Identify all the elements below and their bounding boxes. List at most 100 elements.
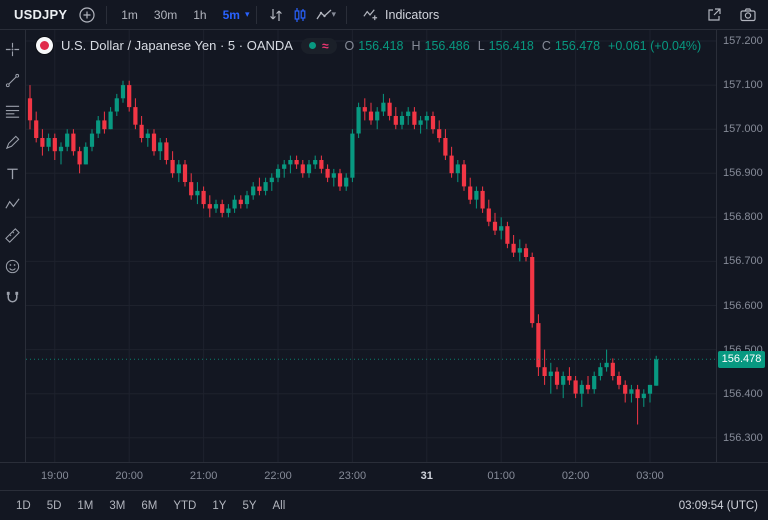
indicators-icon	[362, 5, 379, 25]
change-value: +0.061 (+0.04%)	[608, 38, 702, 53]
toolbar-divider	[106, 5, 108, 24]
bottom-toolbar: 1D 5D 1M 3M 6M YTD 1Y 5Y All 03:09:54 (UTC)	[0, 490, 768, 520]
price-axis-label: 156.800	[723, 211, 763, 224]
tool-measure[interactable]	[2, 224, 24, 246]
tool-pattern[interactable]	[2, 193, 24, 215]
open-value: 156.418	[358, 38, 404, 53]
pattern-icon	[4, 196, 21, 213]
measure-icon	[4, 227, 21, 244]
interval-30m[interactable]: 30m	[153, 7, 178, 22]
time-axis[interactable]: 19:00 20:00 21:00 22:00 23:00 31 01:00 02:00 03:…	[0, 462, 768, 490]
price-axis-label: 157.000	[723, 123, 763, 136]
range-all[interactable]: All	[272, 499, 286, 512]
fib-retracement-icon	[4, 103, 21, 120]
low-value: 156.418	[488, 38, 534, 53]
trend-line-icon	[4, 72, 21, 89]
price-axis[interactable]: 156.478 157.200 157.100 157.000 156.900 156.…	[716, 30, 768, 462]
drawing-toolbar	[0, 30, 26, 462]
chart-legend: U.S. Dollar / Japanese Yen · 5 · OANDA ≈…	[36, 37, 705, 54]
candles-icon	[291, 6, 309, 24]
indicators-label: Indicators	[385, 7, 440, 22]
range-6m[interactable]: 6M	[141, 499, 158, 512]
clock-utc[interactable]: 03:09:54 (UTC)	[678, 499, 758, 512]
range-group: 1D 5D 1M 3M 6M YTD 1Y 5Y All	[10, 497, 291, 515]
range-3m[interactable]: 3M	[109, 499, 126, 512]
low-label: L	[477, 38, 485, 53]
external-link-icon	[705, 6, 723, 24]
emoji-icon	[4, 258, 21, 275]
add-symbol-button[interactable]	[75, 3, 99, 27]
time-axis-label: 22:00	[264, 470, 292, 482]
tool-trend-line[interactable]	[2, 69, 24, 91]
time-axis-label: 23:00	[338, 470, 367, 482]
legend-title[interactable]: U.S. Dollar / Japanese Yen · 5 · OANDA	[61, 38, 293, 53]
chart-style-button[interactable]	[288, 3, 312, 27]
chevron-down-icon: ▾	[331, 9, 337, 19]
open-external-button[interactable]	[702, 3, 726, 27]
high-value: 156.486	[424, 38, 470, 53]
chevron-down-icon[interactable]: ▾	[244, 9, 250, 19]
open-label: O	[344, 38, 355, 53]
range-5y[interactable]: 5Y	[242, 499, 257, 512]
price-axis-label: 156.400	[723, 387, 763, 400]
camera-icon	[739, 6, 757, 24]
market-open-icon	[308, 42, 316, 49]
range-ytd[interactable]: YTD	[173, 499, 197, 512]
time-axis-label: 03:00	[636, 470, 664, 482]
candlestick-chart[interactable]	[26, 30, 716, 462]
current-price-badge: 156.478	[718, 350, 765, 368]
interval-1h[interactable]: 1h	[193, 7, 207, 22]
time-axis-label: 21:00	[189, 470, 218, 482]
close-label: C	[541, 38, 551, 53]
time-axis-label: 31	[420, 470, 433, 482]
chart-type-dropdown[interactable]: ▾	[312, 3, 339, 27]
tool-crosshair[interactable]	[2, 38, 24, 60]
range-1d[interactable]: 1D	[16, 499, 31, 512]
price-axis-label: 156.600	[723, 299, 763, 312]
high-label: H	[411, 38, 421, 53]
top-toolbar: USDJPY 1m 30m 1h 5m ▾ ▾	[0, 0, 768, 30]
interval-5m[interactable]: 5m	[222, 7, 240, 22]
indicators-button[interactable]: Indicators	[354, 2, 447, 28]
toolbar-right-group	[702, 3, 760, 27]
price-axis-label: 157.200	[723, 35, 763, 48]
tool-fib-retracement[interactable]	[2, 100, 24, 122]
brush-icon	[4, 134, 21, 151]
range-1m[interactable]: 1M	[77, 499, 94, 512]
interval-1m[interactable]: 1m	[121, 7, 138, 22]
compare-button[interactable]	[264, 3, 288, 27]
time-axis-labels: 19:00 20:00 21:00 22:00 23:00 31 01:00 02:00 03:…	[26, 463, 716, 490]
plus-circle-icon	[78, 6, 96, 24]
time-axis-label: 01:00	[487, 470, 515, 482]
range-1y[interactable]: 1Y	[212, 499, 227, 512]
magnet-icon	[4, 289, 21, 306]
toolbar-divider	[346, 5, 348, 24]
tool-text[interactable]	[2, 162, 24, 184]
time-axis-label: 02:00	[561, 470, 590, 482]
chart-pane[interactable]: U.S. Dollar / Japanese Yen · 5 · OANDA ≈…	[26, 30, 716, 462]
interval-group: 1m 30m 1h 5m	[114, 5, 247, 25]
price-axis-label: 156.300	[723, 431, 763, 444]
market-status-pill[interactable]: ≈	[300, 37, 337, 54]
price-axis-label: 157.100	[723, 79, 763, 92]
toolbar-divider	[256, 5, 258, 24]
symbol-button[interactable]: USDJPY	[14, 7, 68, 22]
close-value: 156.478	[554, 38, 601, 53]
crosshair-icon	[4, 41, 21, 58]
area-chart-icon	[315, 6, 333, 24]
screenshot-button[interactable]	[736, 3, 760, 27]
tool-emoji[interactable]	[2, 255, 24, 277]
time-axis-label: 20:00	[115, 470, 143, 482]
price-axis-label: 156.700	[723, 255, 763, 268]
data-mode-icon: ≈	[321, 38, 329, 53]
tool-magnet[interactable]	[2, 286, 24, 308]
ohlc-values: O 156.418 H 156.486 L 156.418 C 156.478 …	[345, 39, 706, 53]
time-axis-label: 19:00	[41, 470, 69, 482]
text-icon	[4, 165, 21, 182]
tool-brush[interactable]	[2, 131, 24, 153]
compare-arrows-icon	[267, 6, 285, 24]
range-5d[interactable]: 5D	[46, 499, 62, 512]
price-axis-label: 156.900	[723, 167, 763, 180]
symbol-logo-icon	[36, 37, 53, 54]
